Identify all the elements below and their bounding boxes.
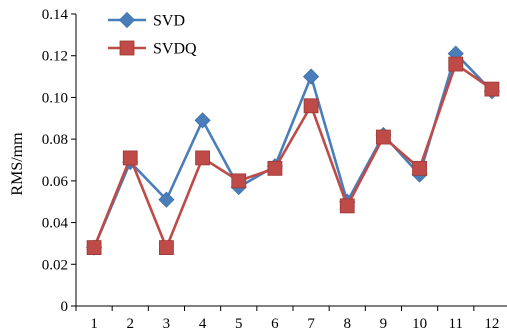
legend-marker [119, 40, 135, 56]
series-line-svdq [92, 62, 493, 249]
legend: SVD SVDQ [108, 11, 197, 58]
y-tick-label: 0.10 [42, 90, 68, 106]
data-point-svdq [195, 150, 210, 166]
y-tick-label: 0.14 [42, 7, 69, 23]
legend-label: SVDQ [153, 41, 197, 58]
x-tick-label: 2 [127, 316, 135, 332]
data-point-svdq [376, 129, 391, 145]
data-point-svdq [231, 173, 247, 189]
data-point-svdq [267, 160, 283, 176]
y-tick-label: 0.02 [42, 257, 68, 273]
series-svdq [86, 56, 500, 256]
data-point-svdq [484, 81, 500, 97]
x-tick-label: 12 [484, 316, 499, 332]
legend-label: SVD [153, 13, 185, 30]
data-point-svdq [86, 240, 102, 256]
y-tick-label: 0.04 [42, 216, 69, 232]
data-point-svdq [159, 240, 174, 256]
x-tick-label: 11 [449, 316, 463, 332]
x-tick-label: 4 [199, 316, 207, 332]
legend-item-svdq: SVDQ [108, 41, 197, 58]
y-tick-label: 0 [61, 299, 69, 315]
y-axis-title: RMS/mm [9, 132, 26, 196]
series-svd [86, 45, 500, 256]
data-point-svdq [122, 150, 138, 166]
data-point-svdq [339, 198, 355, 214]
y-tick-label: 0.06 [42, 174, 69, 190]
data-point-svdq [412, 160, 427, 176]
series-group [86, 45, 500, 256]
legend-item-svd: SVD [108, 11, 185, 30]
y-tick-label: 0.12 [42, 49, 68, 65]
data-point-svd [158, 191, 175, 208]
data-point-svdq [303, 98, 319, 114]
x-tick-label: 9 [380, 316, 388, 332]
data-point-svd [303, 68, 320, 85]
legend-marker [118, 11, 136, 29]
x-tick-label: 8 [344, 316, 352, 332]
x-tick-label: 5 [235, 316, 243, 332]
x-tick-label: 1 [90, 316, 98, 332]
x-tick-label: 7 [307, 316, 315, 332]
data-point-svd [194, 112, 211, 129]
x-tick-label: 3 [163, 316, 171, 332]
axes [75, 14, 507, 307]
data-point-svdq [448, 56, 464, 72]
x-tick-label: 6 [271, 316, 279, 332]
x-tick-label: 10 [412, 316, 427, 332]
ticks: 00.020.040.060.080.100.120.141 2 3 4 5 6 7 8 9 10… [42, 7, 500, 332]
y-tick-label: 0.08 [42, 132, 68, 148]
